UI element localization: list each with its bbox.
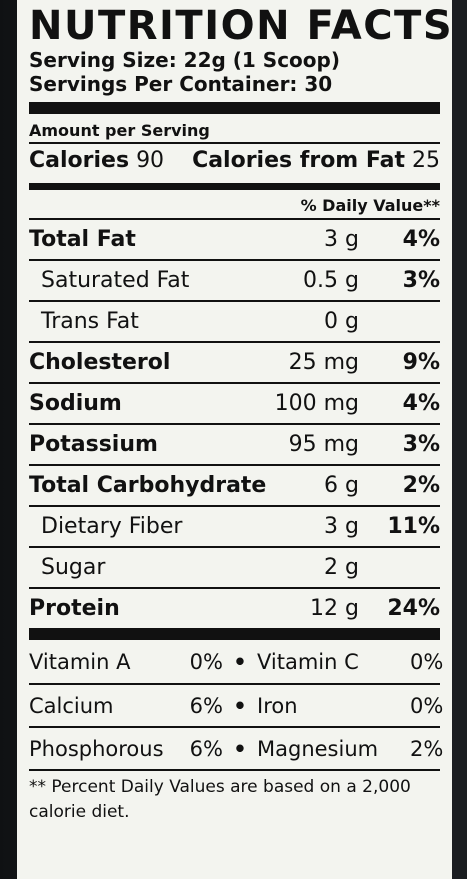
daily-value-header: % Daily Value** bbox=[300, 196, 440, 215]
vitamin-pct: 2% bbox=[410, 736, 444, 761]
calories-from-fat-label: Calories from Fat bbox=[192, 148, 405, 173]
nutrient-daily-value: 9% bbox=[402, 350, 440, 375]
bullet-separator: • bbox=[233, 736, 247, 761]
vitamin-pct: 6% bbox=[189, 736, 223, 761]
nutrient-row-dietary-fiber: Dietary Fiber 3 g 11% bbox=[29, 505, 440, 546]
vitamin-pct: 6% bbox=[189, 693, 223, 718]
divider-thick bbox=[29, 628, 440, 640]
nutrient-row-trans-fat: Trans Fat 0 g bbox=[29, 300, 440, 341]
divider-medium bbox=[29, 183, 440, 190]
vitamin-name: Iron bbox=[257, 693, 298, 718]
nutrient-name: Potassium bbox=[29, 432, 158, 457]
nutrient-row-sodium: Sodium 100 mg 4% bbox=[29, 382, 440, 423]
label-title: NUTRITION FACTS bbox=[29, 3, 454, 49]
vitamin-name: Calcium bbox=[29, 693, 114, 718]
nutrient-daily-value: 3% bbox=[402, 432, 440, 457]
calories-from-fat-value: 25 bbox=[412, 148, 440, 173]
serving-size: Serving Size: 22g (1 Scoop) bbox=[29, 48, 340, 72]
servings-per-container: Servings Per Container: 30 bbox=[29, 72, 333, 96]
nutrient-row-sugar: Sugar 2 g bbox=[29, 546, 440, 587]
calories-label: Calories bbox=[29, 148, 130, 173]
vitamin-pct: 0% bbox=[189, 649, 223, 674]
nutrient-amount: 6 g bbox=[324, 473, 359, 498]
nutrient-daily-value: 11% bbox=[387, 514, 440, 539]
divider-thick bbox=[29, 102, 440, 114]
nutrient-daily-value: 4% bbox=[402, 391, 440, 416]
nutrient-amount: 0 g bbox=[324, 309, 359, 334]
vitamin-pct: 0% bbox=[410, 649, 444, 674]
vitamin-pct: 0% bbox=[410, 693, 444, 718]
nutrient-name: Protein bbox=[29, 596, 120, 621]
nutrient-name: Cholesterol bbox=[29, 350, 171, 375]
nutrient-amount: 12 g bbox=[310, 596, 359, 621]
vitamin-name: Vitamin A bbox=[29, 649, 131, 674]
bullet-separator: • bbox=[233, 693, 247, 718]
nutrient-daily-value: 4% bbox=[402, 227, 440, 252]
nutrient-amount: 25 mg bbox=[288, 350, 359, 375]
nutrient-row-saturated-fat: Saturated Fat 0.5 g 3% bbox=[29, 259, 440, 300]
calories: Calories 90 bbox=[29, 144, 164, 178]
nutrient-amount: 2 g bbox=[324, 555, 359, 580]
calories-row: Calories 90 Calories from Fat 25 bbox=[29, 142, 440, 178]
bullet-separator: • bbox=[233, 649, 247, 674]
calories-value: 90 bbox=[136, 148, 165, 173]
nutrient-name: Total Carbohydrate bbox=[29, 473, 267, 498]
footnote: ** Percent Daily Values are based on a 2… bbox=[29, 769, 440, 825]
nutrient-row-total-fat: Total Fat 3 g 4% bbox=[29, 218, 440, 259]
nutrient-name: Sodium bbox=[29, 391, 122, 416]
nutrient-name: Sugar bbox=[41, 555, 106, 580]
vitamin-name: Vitamin C bbox=[257, 649, 359, 674]
nutrient-name: Saturated Fat bbox=[41, 268, 190, 293]
nutrient-amount: 100 mg bbox=[274, 391, 359, 416]
nutrient-daily-value: 2% bbox=[402, 473, 440, 498]
vitamin-row: Phosphorous 6% • Magnesium 2% bbox=[29, 726, 444, 769]
vitamin-row: Vitamin A 0% • Vitamin C 0% bbox=[29, 640, 444, 683]
nutrient-daily-value: 24% bbox=[387, 596, 440, 621]
nutrient-amount: 3 g bbox=[324, 514, 359, 539]
nutrient-row-protein: Protein 12 g 24% bbox=[29, 587, 440, 628]
nutrient-row-cholesterol: Cholesterol 25 mg 9% bbox=[29, 341, 440, 382]
nutrient-amount: 95 mg bbox=[288, 432, 359, 457]
nutrient-name: Dietary Fiber bbox=[41, 514, 183, 539]
nutrient-name: Trans Fat bbox=[41, 309, 139, 334]
vitamin-name: Magnesium bbox=[257, 736, 379, 761]
nutrient-daily-value: 3% bbox=[402, 268, 440, 293]
nutrient-row-total-carbohydrate: Total Carbohydrate 6 g 2% bbox=[29, 464, 440, 505]
amount-per-serving: Amount per Serving bbox=[29, 121, 210, 140]
nutrition-facts-label: NUTRITION FACTS Serving Size: 22g (1 Sco… bbox=[17, 0, 452, 879]
calories-from-fat: Calories from Fat 25 bbox=[192, 144, 440, 178]
vitamin-row: Calcium 6% • Iron 0% bbox=[29, 683, 444, 726]
nutrient-name: Total Fat bbox=[29, 227, 136, 252]
vitamin-name: Phosphorous bbox=[29, 736, 164, 761]
nutrient-row-potassium: Potassium 95 mg 3% bbox=[29, 423, 440, 464]
nutrient-amount: 0.5 g bbox=[303, 268, 359, 293]
nutrient-amount: 3 g bbox=[324, 227, 359, 252]
